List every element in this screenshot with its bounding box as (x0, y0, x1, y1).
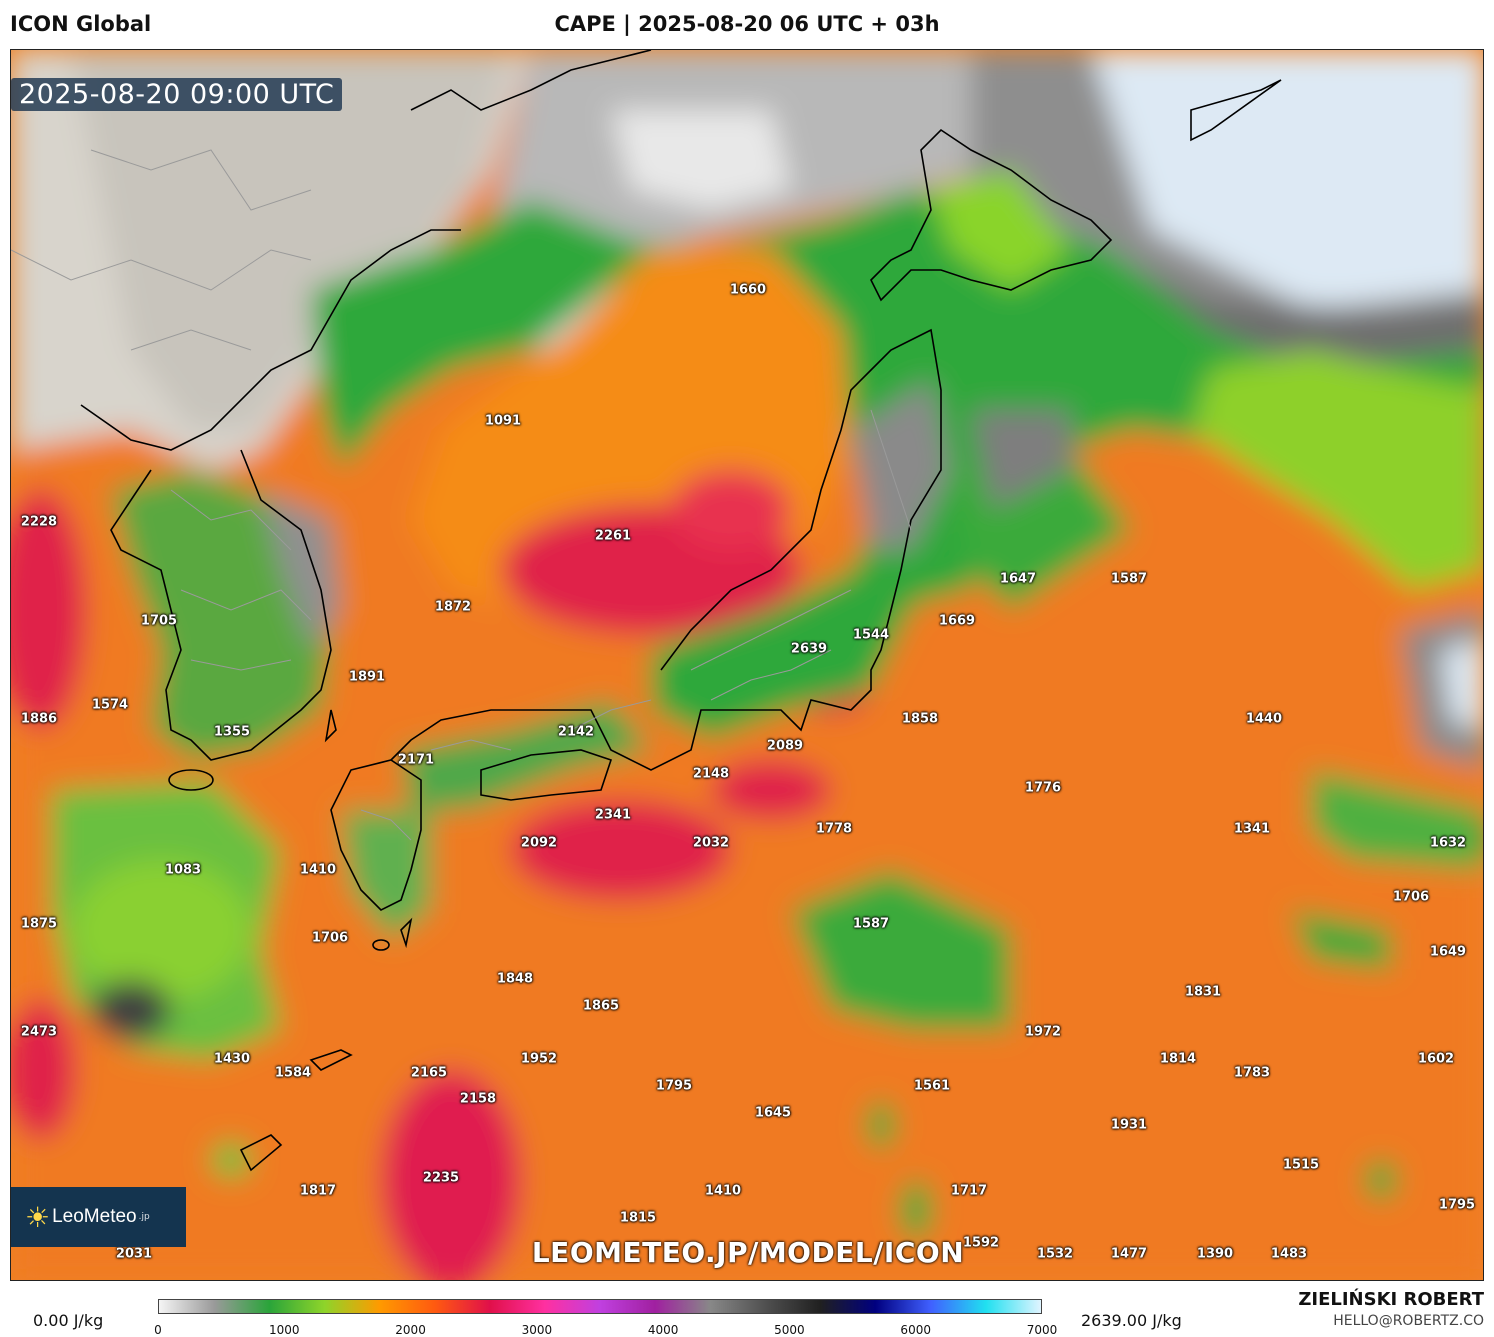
cape-value-label: 1091 (484, 413, 522, 429)
cape-value-label: 2165 (410, 1065, 448, 1081)
legend-tick-label: 2000 (395, 1323, 426, 1337)
cape-value-label: 1355 (213, 724, 251, 740)
cape-value-label: 2171 (397, 752, 435, 768)
cape-value-label: 2639 (790, 641, 828, 657)
cape-value-label: 1875 (20, 916, 58, 932)
cape-value-label: 2089 (766, 738, 804, 754)
legend-tick-label: 1000 (269, 1323, 300, 1337)
cape-value-label: 2142 (557, 724, 595, 740)
logo-name: LeoMeteo (52, 1206, 137, 1227)
cape-value-label: 1390 (1196, 1246, 1234, 1262)
cape-value-label: 1602 (1417, 1051, 1455, 1067)
sun-icon: ☀ (25, 1200, 51, 1234)
legend-tick-label: 6000 (900, 1323, 931, 1337)
valid-time-label: 2025-08-20 09:00 UTC (11, 78, 343, 111)
cape-value-label: 1660 (729, 282, 767, 298)
cape-value-label: 1515 (1282, 1157, 1320, 1173)
model-name: ICON Global (10, 12, 152, 36)
cape-value-label: 1587 (852, 916, 890, 932)
author-email[interactable]: HELLO@ROBERTZ.CO (1333, 1313, 1484, 1329)
cape-value-label: 1410 (704, 1183, 742, 1199)
cape-value-label: 2473 (20, 1024, 58, 1040)
cape-value-label: 1815 (619, 1210, 657, 1226)
legend-min-label: 0.00 J/kg (33, 1311, 104, 1330)
cape-value-label: 2228 (20, 514, 58, 530)
cape-value-label: 1592 (962, 1235, 1000, 1251)
cape-value-label: 2341 (594, 807, 632, 823)
cape-value-label: 1848 (496, 971, 534, 987)
cape-value-label: 2092 (520, 835, 558, 851)
cape-value-label: 1872 (434, 599, 472, 615)
cape-value-label: 1430 (213, 1051, 251, 1067)
cape-value-label: 1083 (164, 862, 202, 878)
cape-value-label: 1544 (852, 627, 890, 643)
cape-value-label: 1776 (1024, 780, 1062, 796)
cape-value-label: 1795 (1438, 1197, 1476, 1213)
cape-value-label: 1587 (1110, 571, 1148, 587)
legend-color-bar (158, 1299, 1042, 1314)
legend-max-label: 2639.00 J/kg (1081, 1311, 1182, 1330)
cape-value-label: 1865 (582, 998, 620, 1014)
cape-value-label: 1795 (655, 1078, 693, 1094)
legend-tick-label: 0 (154, 1323, 162, 1337)
cape-value-label: 1931 (1110, 1117, 1148, 1133)
legend-tick-label: 5000 (774, 1323, 805, 1337)
cape-value-label: 1705 (140, 613, 178, 629)
cape-value-label: 2158 (459, 1091, 497, 1107)
cape-value-label: 1647 (999, 571, 1037, 587)
cape-value-label: 1886 (20, 711, 58, 727)
cape-value-label: 1561 (913, 1078, 951, 1094)
cape-value-label: 1706 (1392, 889, 1430, 905)
cape-value-label: 1891 (348, 669, 386, 685)
cape-value-label: 1440 (1245, 711, 1283, 727)
cape-value-label: 1477 (1110, 1246, 1148, 1262)
cape-value-label: 1858 (901, 711, 939, 727)
cape-value-label: 1778 (815, 821, 853, 837)
map-panel: 2025-08-20 09:00 UTC 1660 1091 2228 2261 164… (10, 49, 1484, 1281)
legend-tick-label: 4000 (647, 1323, 679, 1337)
cape-value-label: 2235 (422, 1170, 460, 1186)
cape-value-label: 1952 (520, 1051, 558, 1067)
cape-value-label: 1972 (1024, 1024, 1062, 1040)
cape-value-label: 1410 (299, 862, 337, 878)
cape-value-label: 1669 (938, 613, 976, 629)
watermark-url: LEOMETEO.JP/MODEL/ICON (531, 1236, 965, 1269)
cape-value-label: 1584 (274, 1065, 312, 1081)
map-background (11, 50, 1483, 1280)
logo-tld: .jp (138, 1212, 150, 1222)
legend-tick-label: 3000 (521, 1323, 553, 1337)
author-name: ZIELIŃSKI ROBERT (1298, 1289, 1484, 1310)
cape-value-label: 1632 (1429, 835, 1467, 851)
cape-value-label: 1783 (1233, 1065, 1271, 1081)
cape-value-label: 2032 (692, 835, 730, 851)
cape-value-label: 2261 (594, 528, 632, 544)
cape-value-label: 1706 (311, 930, 349, 946)
cape-value-label: 1814 (1159, 1051, 1197, 1067)
cape-value-label: 2148 (692, 766, 730, 782)
cape-value-label: 1817 (299, 1183, 337, 1199)
cape-value-label: 1341 (1233, 821, 1271, 837)
cape-value-label: 1574 (91, 697, 129, 713)
cape-value-label: 1649 (1429, 944, 1467, 960)
cape-value-label: 2031 (115, 1246, 153, 1262)
cape-value-label: 1645 (754, 1105, 792, 1121)
chart-title: CAPE | 2025-08-20 06 UTC + 03h (554, 12, 940, 36)
cape-value-label: 1483 (1270, 1246, 1308, 1262)
legend-tick-label: 7000 (1026, 1323, 1058, 1337)
cape-value-label: 1532 (1036, 1246, 1074, 1262)
cape-value-label: 1831 (1184, 984, 1222, 1000)
leometeo-logo[interactable]: ☀ LeoMeteo .jp (11, 1187, 186, 1247)
cape-value-label: 1717 (950, 1183, 988, 1199)
